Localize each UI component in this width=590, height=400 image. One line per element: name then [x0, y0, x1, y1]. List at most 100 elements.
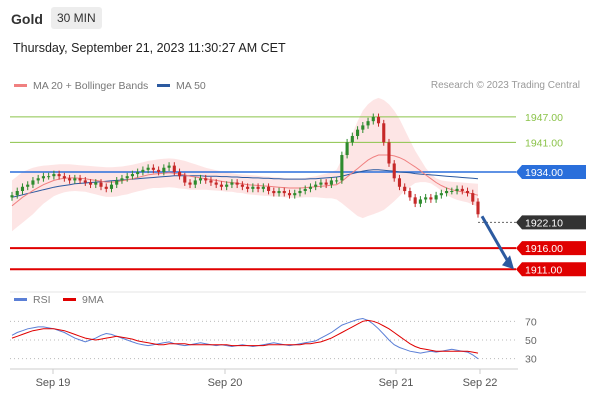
candle-body: [115, 180, 119, 185]
rsi-tick-label: 50: [525, 335, 537, 347]
candle-body: [418, 199, 422, 204]
candle-body: [109, 184, 114, 189]
chart-datetime: Thursday, September 21, 2023 11:30:27 AM…: [13, 41, 286, 55]
candle-body: [10, 195, 14, 198]
forecast-arrow-shaft: [480, 215, 511, 265]
level-tag-support: [516, 241, 586, 256]
rsi-swatch: [14, 297, 27, 301]
candle-body: [397, 178, 402, 187]
level-label-support: 1911.00: [525, 264, 562, 276]
candle-body: [125, 176, 129, 179]
candle-body: [47, 176, 51, 178]
candle-body: [256, 186, 260, 189]
x-tick-label: Sep 19: [36, 377, 71, 389]
candle-body: [36, 178, 40, 181]
candle-body: [314, 184, 318, 187]
candle-body: [99, 182, 103, 187]
candle-body: [424, 197, 428, 200]
legend-ma50-label: MA 50: [176, 80, 206, 92]
candle-body: [167, 165, 171, 168]
candle-body: [198, 178, 203, 181]
candle-body: [340, 155, 344, 181]
candle-body: [88, 182, 93, 185]
candle-body: [246, 186, 250, 189]
candle-body: [188, 182, 192, 185]
candle-body: [460, 188, 464, 191]
candle-body: [319, 182, 323, 185]
candle-body: [146, 167, 150, 170]
candle-body: [413, 197, 417, 204]
candle-body: [439, 193, 443, 196]
level-tag-pivot: [516, 164, 586, 179]
candle-body: [329, 180, 333, 185]
candle-body: [141, 169, 145, 172]
candle-body: [83, 180, 87, 183]
level-label-pivot: 1934.00: [525, 167, 563, 179]
candle-body: [172, 165, 176, 172]
candle-body: [465, 191, 470, 194]
rsi-tick-label: 70: [525, 316, 537, 328]
candle-body: [183, 176, 187, 183]
x-tick-label: Sep 20: [208, 377, 243, 389]
candle-body: [73, 178, 77, 181]
candle-body: [434, 195, 438, 200]
candle-body: [356, 129, 360, 136]
ma50-swatch: [157, 83, 170, 87]
candle-body: [204, 178, 208, 181]
x-tick-label: Sep 22: [463, 377, 498, 389]
candle-body: [450, 191, 454, 192]
level-label-resistance: 1941.00: [525, 137, 563, 149]
candle-body: [261, 186, 265, 189]
candle-body: [193, 180, 197, 185]
rsi-ma-swatch: [63, 297, 76, 301]
candle-body: [136, 171, 140, 175]
candle-body: [267, 186, 271, 191]
forecast-arrow-head: [502, 255, 514, 270]
x-tick-label: Sep 21: [379, 377, 414, 389]
candle-body: [31, 180, 35, 185]
candle-body: [429, 197, 433, 200]
instrument-title: Gold: [11, 11, 43, 27]
timeframe-badge[interactable]: 30 MIN: [51, 7, 102, 29]
rsi-tick-label: 30: [525, 354, 537, 366]
candle-body: [282, 191, 286, 194]
candle-body: [157, 169, 161, 172]
candle-body: [345, 142, 349, 156]
candle-body: [162, 167, 166, 172]
candle-body: [214, 182, 218, 185]
rsi-line: [11, 317, 479, 360]
candle-body: [20, 186, 25, 191]
candle-body: [455, 188, 459, 191]
candle-body: [209, 180, 213, 183]
candle-body: [15, 191, 19, 196]
legend-ma20: MA 20 + Bollinger Bands: [14, 80, 148, 92]
candle-body: [251, 186, 255, 189]
legend-rsi-label: RSI: [33, 294, 51, 306]
candle-body: [387, 142, 391, 164]
candle-body: [235, 182, 239, 185]
candle-body: [94, 182, 98, 185]
candle-body: [445, 191, 449, 194]
candle-body: [120, 178, 124, 181]
rsi-ma-line: [11, 319, 479, 354]
legend-rsi: RSI: [14, 294, 51, 306]
legend-rsi-ma-label: 9MA: [82, 294, 104, 306]
candle-body: [62, 176, 66, 179]
ma20-line: [11, 154, 479, 207]
candle-body: [57, 174, 61, 177]
level-label-last: 1922.10: [525, 217, 563, 229]
candle-body: [335, 180, 339, 182]
candle-body: [151, 167, 155, 170]
candle-body: [52, 174, 56, 177]
candle-body: [366, 121, 370, 126]
candle-body: [303, 188, 307, 191]
candle-body: [298, 191, 302, 194]
credit-text: Research © 2023 Trading Central: [430, 80, 580, 91]
candle-body: [277, 191, 281, 194]
legend-ma50: MA 50: [157, 80, 206, 92]
level-label-resistance: 1947.00: [525, 112, 563, 124]
candle-body: [26, 184, 30, 187]
candle-body: [376, 116, 381, 124]
candle-body: [240, 184, 244, 187]
